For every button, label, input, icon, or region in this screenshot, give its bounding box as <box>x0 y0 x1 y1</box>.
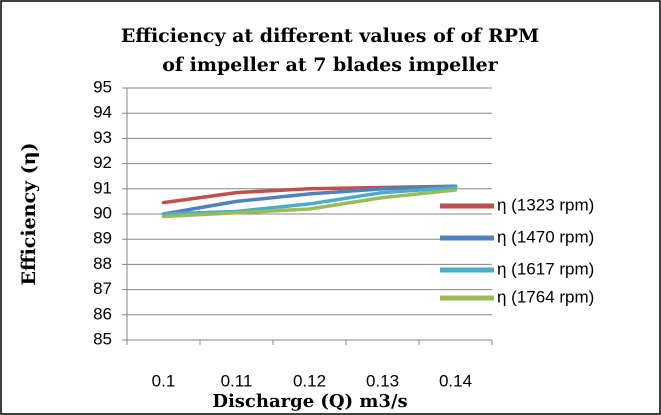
chart-title: Efficiency at different values of of RPM <box>121 25 539 47</box>
y-tick-label: 85 <box>93 329 112 348</box>
legend-label: η (1764 rpm) <box>497 287 594 306</box>
x-tick-label: 0.11 <box>221 371 253 390</box>
y-tick-label: 91 <box>93 178 112 197</box>
x-tick-label: 0.14 <box>439 371 472 390</box>
legend-label: η (1470 rpm) <box>497 227 594 246</box>
legend-label: η (1323 rpm) <box>497 195 594 214</box>
y-tick-label: 94 <box>93 103 112 122</box>
series-line <box>161 188 458 219</box>
x-axis-label: Discharge (Q) m3/s <box>212 391 407 412</box>
x-tick-label: 0.12 <box>293 371 326 390</box>
y-tick-label: 92 <box>93 153 112 172</box>
legend-label: η (1617 rpm) <box>497 259 594 278</box>
y-axis-label: Efficiency (η) <box>18 142 40 285</box>
y-tick-label: 89 <box>93 229 112 248</box>
x-tick-label: 0.13 <box>366 371 399 390</box>
y-tick-label: 86 <box>93 304 112 323</box>
series-line <box>161 184 458 216</box>
y-tick-label: 95 <box>93 77 112 96</box>
y-tick-label: 90 <box>93 203 112 222</box>
x-tick-label: 0.1 <box>152 371 176 390</box>
chart-title: of impeller at 7 blades impeller <box>162 54 499 76</box>
y-tick-label: 87 <box>93 279 112 298</box>
y-tick-label: 88 <box>93 254 112 273</box>
y-tick-label: 93 <box>93 128 112 147</box>
